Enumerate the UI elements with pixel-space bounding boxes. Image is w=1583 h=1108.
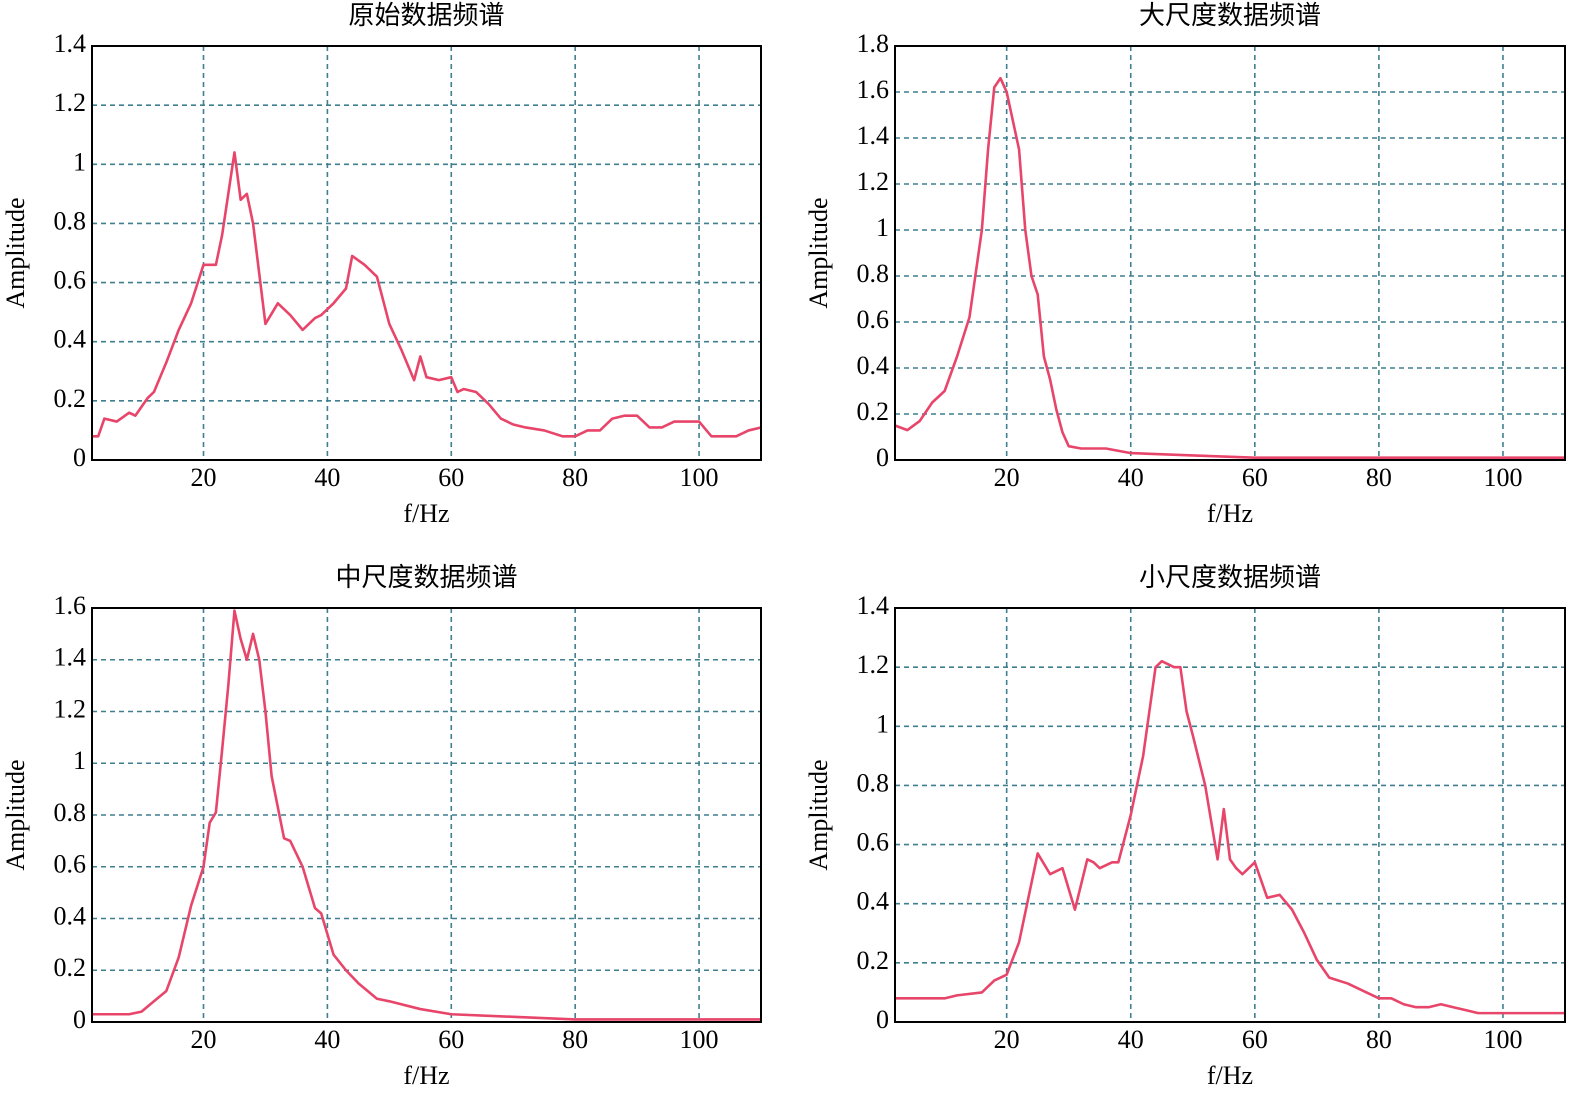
x-tick-label: 80 [1366,463,1392,492]
y-axis-label: Amplitude [1,759,30,870]
x-tick-label: 20 [191,463,217,492]
x-tick-label: 60 [438,1025,464,1054]
y-tick-label: 1.6 [857,75,890,104]
y-tick-label: 0.6 [54,266,87,295]
x-tick-label: 20 [994,1025,1020,1054]
spectrum-line [895,659,1565,1015]
plot-frame [91,607,762,1023]
y-tick-label: 0.6 [857,305,890,334]
subplot: 小尺度数据频谱 0 0.2 0.4 0.6 0.8 1 1.2 1.4 20 40 60 80 100 f/… [804,563,1566,1090]
y-tick-label: 0.6 [54,850,87,879]
y-axis-label: Amplitude [804,759,833,870]
y-tick-label: 1.2 [857,650,890,679]
y-tick-label: 1.4 [857,591,890,620]
y-tick-label: 1.2 [857,167,890,196]
spectrum-line [894,76,1565,459]
y-tick-label: 0.8 [54,798,87,827]
x-axis-label: f/Hz [403,499,449,528]
y-tick-label: 0.2 [54,384,87,413]
y-tick-label: 0 [876,1005,889,1034]
x-tick-label: 40 [1118,1025,1144,1054]
y-tick-label: 0.8 [857,259,890,288]
x-tick-label: 80 [562,463,588,492]
y-tick-label: 0.4 [54,901,87,930]
x-tick-label: 40 [314,1025,340,1054]
x-tick-label: 20 [994,463,1020,492]
x-tick-label: 100 [680,463,719,492]
y-tick-label: 1.2 [54,694,87,723]
y-tick-label: 1.4 [54,29,87,58]
y-tick-label: 1 [876,213,889,242]
y-tick-label: 0.4 [54,325,87,354]
x-tick-label: 60 [1242,463,1268,492]
y-tick-label: 0.4 [857,887,890,916]
y-tick-label: 1.4 [857,121,890,150]
y-tick-label: 0 [73,1005,86,1034]
x-tick-label: 80 [1366,1025,1392,1054]
y-tick-label: 0.6 [857,828,890,857]
plot-frame [894,45,1566,461]
x-axis-label: f/Hz [1207,1061,1253,1090]
x-tick-label: 40 [314,463,340,492]
subplot: 原始数据频谱 0 0.2 0.4 0.6 0.8 1 1.2 1.4 20 40 60 80 100 f/H… [1,1,762,528]
spectrum-line [92,151,762,438]
y-tick-label: 1 [73,147,86,176]
x-tick-label: 60 [1242,1025,1268,1054]
y-axis-label: Amplitude [804,197,833,308]
subplot: 中尺度数据频谱 0 0.2 0.4 0.6 0.8 1 1.2 1.4 1.6 20 40 60 80 10… [1,563,762,1090]
y-tick-label: 1.4 [54,643,87,672]
x-tick-label: 100 [680,1025,719,1054]
y-tick-label: 0.2 [857,397,890,426]
x-tick-label: 100 [1483,463,1522,492]
y-tick-label: 1.2 [54,88,87,117]
subplot-title: 大尺度数据频谱 [1139,1,1321,30]
y-tick-label: 1.8 [857,29,890,58]
x-tick-label: 100 [1483,1025,1522,1054]
subplot: 大尺度数据频谱 0 0.2 0.4 0.6 0.8 1 1.2 1.4 1.6 1.8 20 40 60 8… [804,1,1566,528]
plot-frame [894,607,1566,1023]
y-axis-label: Amplitude [1,197,30,308]
x-tick-label: 80 [562,1025,588,1054]
x-tick-label: 40 [1118,463,1144,492]
x-axis-label: f/Hz [1207,499,1253,528]
subplot-title: 中尺度数据频谱 [335,563,517,592]
y-tick-label: 0.4 [857,351,890,380]
y-tick-label: 0.2 [54,953,87,982]
subplot-title: 原始数据频谱 [348,1,504,30]
x-axis-label: f/Hz [403,1061,449,1090]
y-tick-label: 0.2 [857,946,890,975]
y-tick-label: 0.8 [857,768,890,797]
y-tick-label: 0 [73,443,86,472]
y-tick-label: 0 [876,443,889,472]
y-tick-label: 0.8 [54,206,87,235]
y-tick-label: 1 [73,746,86,775]
y-tick-label: 1 [876,709,889,738]
plot-frame [91,45,762,461]
x-tick-label: 20 [191,1025,217,1054]
subplot-title: 小尺度数据频谱 [1139,563,1321,592]
x-tick-label: 60 [438,463,464,492]
y-tick-label: 1.6 [54,591,87,620]
spectrum-line [92,609,761,1021]
